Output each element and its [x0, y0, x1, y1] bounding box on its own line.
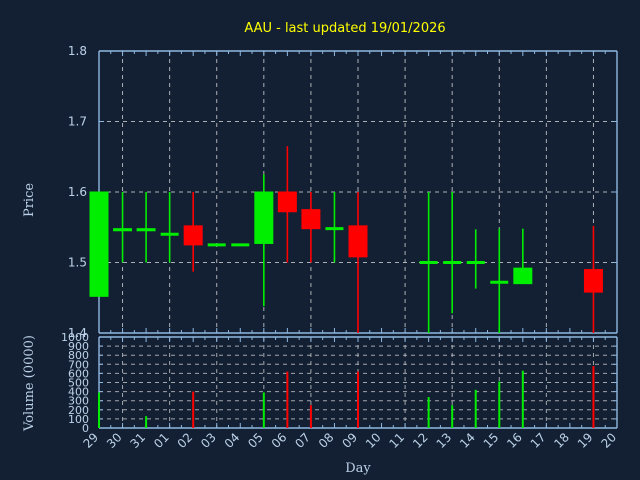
candle-body: [183, 225, 203, 246]
volume-tick-label: 100: [68, 413, 89, 426]
price-tick-label: 1.8: [68, 44, 87, 58]
candlestick: [325, 192, 344, 263]
candlestick: [419, 192, 438, 333]
price-tick-label: 1.5: [68, 256, 87, 270]
volume-tick-label: 200: [68, 404, 89, 417]
volume-tick-label: 900: [68, 340, 89, 353]
volume-tick-label: 500: [68, 377, 89, 390]
candle-body: [277, 191, 297, 213]
volume-tick-label: 1000: [61, 331, 89, 344]
day-tick-labels: 29 30 31 01 02 03 04 05 06 07 08 09 10 11 12 13 14 15 16 17…: [80, 430, 619, 451]
candle-body: [113, 228, 133, 232]
candlestick: [113, 192, 133, 263]
day-axis-label: Day: [345, 461, 371, 476]
price-tick-label: 1.6: [68, 185, 87, 199]
candle-body: [301, 209, 321, 230]
chart-title: AAU - last updated 19/01/2026: [244, 21, 445, 36]
candlestick: [490, 228, 509, 333]
candlestick: [443, 192, 462, 314]
candlestick: [183, 192, 203, 272]
candlestick: [348, 192, 368, 333]
price-tick-label: 1.4: [68, 326, 87, 340]
volume-tick-label: 700: [68, 358, 89, 371]
candlestick: [136, 192, 156, 263]
volume-axis-label: Volume (0000): [22, 335, 37, 432]
volume-tick-label: 600: [68, 367, 89, 380]
candle-body: [254, 191, 274, 244]
price-axis-label: Price: [22, 183, 37, 217]
candlestick: [254, 174, 274, 307]
candlestick: [160, 192, 179, 263]
volume-series: [98, 366, 595, 428]
candle-body: [348, 225, 368, 258]
candlestick-series: [89, 146, 603, 333]
candlestick: [301, 192, 321, 263]
candlestick: [513, 228, 533, 285]
candlestick: [89, 191, 109, 297]
volume-tick-label: 300: [68, 395, 89, 408]
candle-body: [136, 228, 156, 232]
candlestick: [277, 146, 297, 263]
candle-body: [513, 267, 533, 285]
volume-tick-label: 800: [68, 349, 89, 362]
candle-body: [583, 269, 603, 293]
volume-tick-label: 0: [82, 422, 89, 435]
price-tick-labels: 1.4 1.5 1.6 1.7 1.8: [68, 44, 617, 340]
candlestick: [466, 229, 485, 289]
candle-body: [89, 191, 109, 297]
volume-tick-label: 400: [68, 386, 89, 399]
price-tick-label: 1.7: [68, 115, 87, 129]
candlestick: [583, 225, 603, 333]
